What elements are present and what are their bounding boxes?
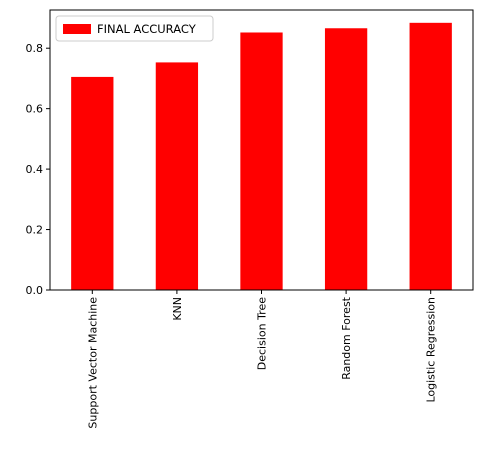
- y-tick-label: 0.8: [26, 42, 44, 55]
- x-tick-label: Logistic Regression: [425, 297, 438, 403]
- bar: [324, 28, 368, 290]
- y-tick-label: 0.6: [26, 103, 44, 116]
- legend-label: FINAL ACCURACY: [97, 22, 197, 36]
- legend: FINAL ACCURACY: [55, 15, 214, 42]
- y-tick-label: 0.0: [26, 284, 44, 297]
- x-tick-label: Support Vector Machine: [86, 297, 99, 429]
- legend-swatch: [63, 24, 91, 34]
- x-axis: Support Vector Machine KNN Decision Tree Ra…: [86, 290, 438, 429]
- y-axis: 0.0 0.2 0.4 0.6 0.8: [26, 42, 50, 297]
- bar: [155, 62, 199, 290]
- y-tick-label: 0.2: [26, 224, 44, 237]
- bars-group: [71, 22, 452, 291]
- legend-box: [55, 15, 214, 42]
- bar: [71, 76, 114, 290]
- bar: [240, 32, 283, 291]
- x-tick-label: KNN: [171, 297, 184, 321]
- x-tick-label: Random Forest: [340, 296, 353, 379]
- plot-frame: [49, 9, 474, 291]
- y-tick-label: 0.4: [26, 163, 44, 176]
- x-tick-label: Decision Tree: [256, 297, 269, 370]
- bar: [409, 22, 452, 290]
